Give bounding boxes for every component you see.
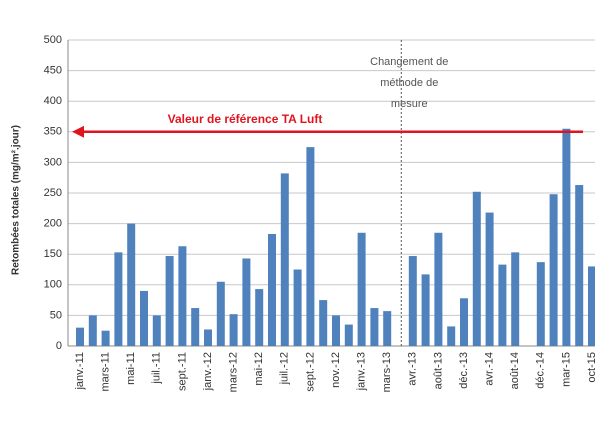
bar (76, 327, 84, 346)
bar (562, 128, 571, 346)
x-tick-label: juil.-12 (279, 352, 291, 385)
bar (306, 147, 315, 346)
y-axis-label: Retombées totales (mg/m².jour) (11, 125, 22, 275)
reference-arrowhead (72, 125, 84, 138)
x-tick-label: mars-13 (381, 352, 393, 392)
bar (88, 315, 97, 346)
x-tick-label: juil.-11 (151, 352, 163, 385)
bar (178, 246, 187, 346)
y-tick-label: 50 (50, 309, 62, 321)
x-tick-label: avr.-13 (407, 352, 419, 386)
bar (152, 315, 161, 346)
bar (383, 311, 392, 346)
y-tick-label: 250 (44, 187, 62, 199)
x-tick-label: avr.-14 (484, 352, 496, 386)
annotation: Changement de (370, 56, 448, 68)
y-tick-label: 100 (44, 279, 62, 291)
bar (255, 289, 264, 346)
bar (357, 232, 366, 346)
bar (332, 315, 340, 346)
bar (293, 269, 302, 346)
bar (242, 258, 251, 346)
bar (511, 252, 520, 346)
bar (575, 185, 584, 346)
bar (344, 324, 353, 346)
bar (421, 274, 430, 346)
bar (588, 266, 595, 346)
x-tick-label: mai-11 (125, 352, 137, 385)
bar (216, 281, 225, 346)
x-tick-label: déc.-14 (535, 352, 547, 389)
x-tick-label: nov.-12 (330, 352, 342, 388)
bar (229, 314, 238, 346)
annotation: mesure (391, 98, 428, 110)
bar (472, 191, 481, 346)
bar (127, 223, 136, 346)
y-tick-label: 500 (44, 34, 62, 46)
bar (370, 308, 379, 346)
bar (536, 262, 545, 346)
bar (549, 194, 558, 346)
bar (485, 212, 494, 346)
bar (165, 256, 174, 346)
bar (140, 290, 148, 346)
y-tick-label: 400 (44, 95, 62, 107)
x-tick-label: oct-15 (586, 352, 595, 383)
y-tick-label: 150 (44, 248, 62, 260)
x-tick-label: mars-12 (228, 352, 240, 392)
x-tick-label: mai-12 (253, 352, 265, 386)
bar (191, 308, 200, 346)
x-tick-label: déc.-13 (458, 352, 470, 389)
x-tick-label: août-13 (432, 352, 444, 389)
y-tick-label: 300 (44, 156, 62, 168)
x-tick-label: sept.-11 (176, 352, 188, 391)
bar (114, 252, 123, 346)
y-tick-label: 350 (44, 126, 62, 138)
bar (319, 300, 328, 346)
x-tick-label: mars-11 (100, 352, 112, 392)
y-tick-label: 200 (44, 218, 62, 230)
bar (280, 173, 289, 346)
bar (434, 232, 443, 346)
annotation: méthode de (380, 77, 438, 89)
x-tick-label: janv.-12 (202, 352, 214, 391)
bar (447, 326, 456, 346)
y-tick-label: 450 (44, 65, 62, 77)
x-tick-label: mar-15 (560, 352, 572, 387)
bar (101, 330, 110, 346)
x-tick-label: août-14 (509, 352, 521, 389)
x-tick-label: sept.-12 (304, 352, 316, 392)
bar (460, 298, 468, 346)
x-tick-label: janv.-11 (74, 352, 86, 391)
y-tick-label: 0 (56, 340, 62, 352)
bar (268, 234, 276, 346)
bar (498, 264, 507, 346)
x-tick-label: janv.-13 (356, 352, 368, 391)
bar (204, 329, 212, 346)
bar (408, 256, 417, 346)
reference-label: Valeur de référence TA Luft (168, 112, 323, 126)
